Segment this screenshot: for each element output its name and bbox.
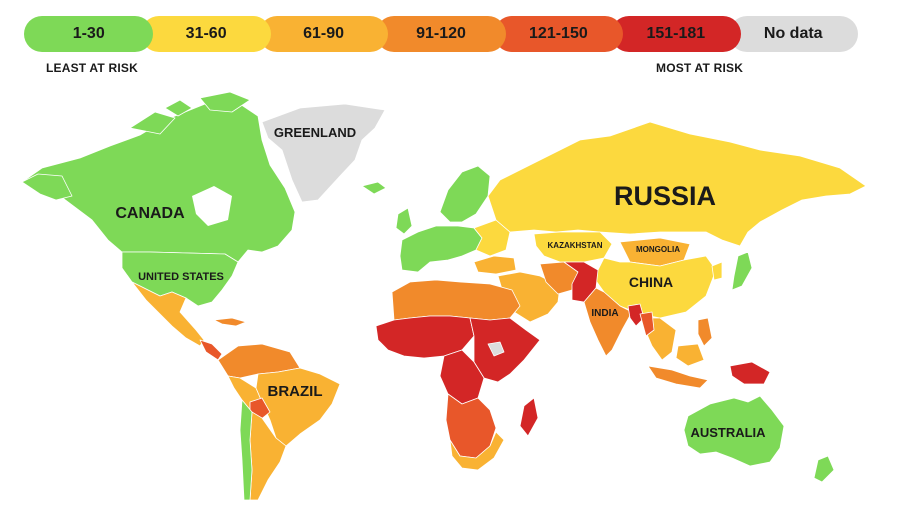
region-bangladesh	[627, 303, 645, 327]
label-china: CHINA	[629, 274, 673, 290]
label-united-states: UNITED STATES	[138, 271, 224, 283]
least-at-risk-label: LEAST AT RISK	[46, 61, 138, 75]
legend-item-1-30: 1-30	[24, 16, 154, 52]
region-scandinavia	[439, 165, 491, 223]
legend-item-121-150: 121-150	[493, 16, 624, 52]
region-korea	[711, 261, 723, 281]
region-japan	[731, 251, 753, 291]
region-east-africa	[469, 317, 541, 383]
world-risk-map: GREENLAND CANADA UNITED STATES BRAZIL RU…	[21, 91, 867, 501]
legend-item-91-120: 91-120	[376, 16, 506, 52]
region-philippines	[697, 317, 713, 347]
region-alaska	[21, 173, 73, 201]
label-india: INDIA	[591, 308, 618, 319]
legend-item-no-data: No data	[728, 16, 858, 52]
region-south-africa	[449, 431, 505, 471]
legend-label: 151-181	[646, 25, 706, 42]
label-mongolia: MONGOLIA	[636, 245, 680, 254]
most-at-risk-label: MOST AT RISK	[656, 61, 744, 75]
legend-label: 1-30	[72, 25, 105, 42]
region-western-europe	[399, 225, 483, 273]
label-kazakhstan: KAZAKHSTAN	[548, 241, 603, 250]
region-west-africa	[375, 315, 475, 359]
legend-label: 61-90	[303, 25, 345, 42]
legend-label: 121-150	[529, 25, 588, 42]
legend-label: No data	[763, 25, 823, 42]
legend-item-31-60: 31-60	[141, 16, 271, 52]
region-mexico	[131, 281, 205, 347]
region-greenland	[261, 103, 386, 203]
label-australia: AUSTRALIA	[690, 425, 766, 440]
region-hudson-bay	[192, 186, 232, 226]
region-borneo	[675, 343, 705, 367]
legend-label: 91-120	[416, 25, 466, 42]
label-canada: CANADA	[115, 205, 185, 222]
region-arctic-islands	[129, 91, 251, 135]
region-turkey	[473, 255, 517, 275]
region-chile	[239, 399, 253, 501]
legend-item-151-181: 151-181	[611, 16, 741, 52]
region-uk	[395, 207, 413, 235]
label-russia: RUSSIA	[614, 181, 716, 211]
region-myanmar	[639, 311, 655, 337]
region-caribbean	[213, 317, 247, 327]
region-kazakhstan	[533, 231, 613, 263]
region-new-guinea	[729, 361, 771, 385]
region-india	[583, 287, 633, 357]
region-russia	[487, 121, 867, 247]
region-indonesia	[647, 365, 709, 389]
legend-label: 31-60	[185, 25, 227, 42]
risk-legend: 1-30 31-60 61-90 91-120 121-150 151-181 …	[24, 16, 858, 52]
label-brazil: BRAZIL	[268, 383, 323, 400]
region-south-sudan	[487, 341, 505, 357]
region-iceland	[361, 181, 387, 195]
legend-item-61-90: 61-90	[258, 16, 389, 52]
region-australia	[683, 395, 785, 467]
region-new-zealand	[813, 455, 835, 483]
region-central-america	[199, 339, 223, 361]
region-madagascar	[519, 397, 539, 437]
label-greenland: GREENLAND	[274, 125, 356, 140]
